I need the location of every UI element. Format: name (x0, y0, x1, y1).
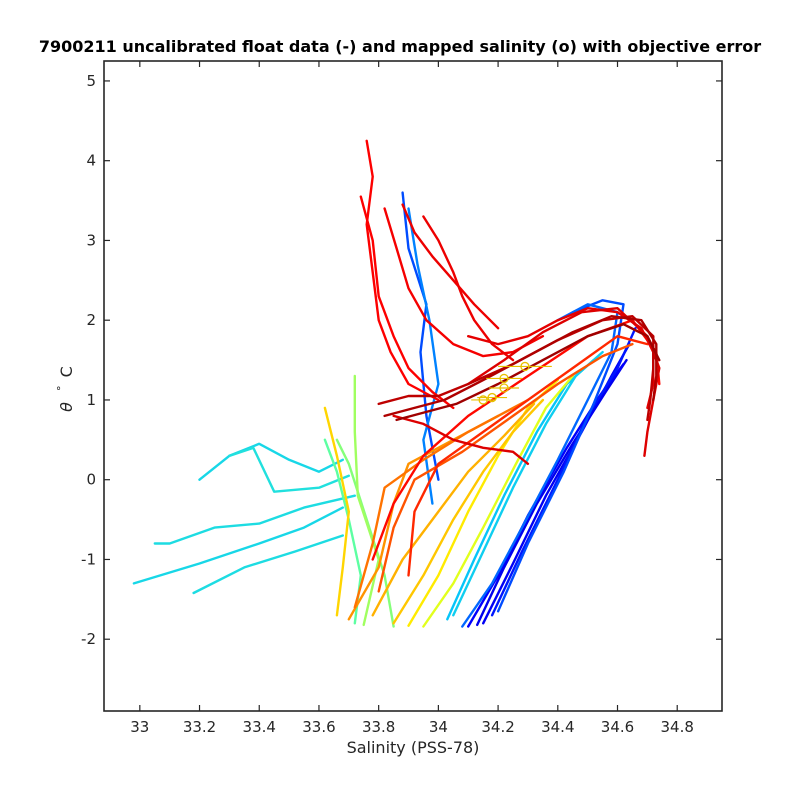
y-tick-label-6: 3 (86, 231, 96, 249)
x-tick-label-4: 33.6 (302, 718, 335, 736)
profile-line-39 (395, 323, 661, 422)
mapped-point-4 (471, 395, 496, 405)
profile-line-1 (476, 358, 628, 627)
svg-text:θ ° C: θ ° C (50, 366, 76, 412)
x-tick-label-10: 34.8 (661, 718, 694, 736)
profile-line-7 (401, 191, 440, 481)
profile-line-26 (377, 342, 634, 593)
x-axis-ticks: 33 33.2 33.4 33.6 33.8 34 34.2 34.4 34.6 34.8 (130, 61, 694, 736)
profile-line-5 (496, 299, 625, 613)
mapped-marker-2 (520, 361, 530, 372)
profile-line-21 (323, 406, 350, 617)
profile-line-28 (371, 319, 661, 561)
profile-line-27 (407, 335, 649, 577)
x-axis-label: Salinity (PSS-78) (347, 738, 480, 757)
profile-line-36 (392, 414, 530, 465)
profile-line-15 (228, 446, 350, 493)
mapped-salinity-layer (471, 361, 552, 405)
mapped-marker-5 (487, 392, 497, 403)
profile-line-14 (153, 494, 356, 545)
profile-line-31 (383, 207, 545, 358)
x-tick-label-9: 34.6 (601, 718, 634, 736)
y-axis-label-unit: C (57, 366, 76, 377)
y-tick-label-3: 0 (86, 471, 96, 489)
profile-line-4 (490, 327, 637, 617)
profile-line-18 (353, 374, 380, 627)
profile-line-30 (359, 195, 455, 410)
mapped-point-3 (489, 383, 519, 393)
plot-frame (103, 60, 723, 712)
profile-line-11 (198, 442, 344, 481)
y-tick-label-1: -2 (81, 630, 96, 648)
series-layer (132, 139, 661, 628)
y-tick-label-2: -1 (81, 550, 96, 568)
x-tick-label-7: 34.2 (481, 718, 514, 736)
mapped-marker-1 (499, 373, 509, 384)
profile-line-8 (407, 207, 440, 505)
mapped-marker-4 (478, 395, 488, 405)
profile-line-37 (377, 315, 655, 422)
y-axis-label: θ ° C (50, 366, 76, 412)
profile-line-10 (452, 350, 604, 617)
profile-line-25 (353, 398, 530, 609)
profile-line-19 (422, 374, 574, 628)
x-tick-label-1: 33 (130, 718, 149, 736)
profile-line-12 (132, 506, 344, 585)
profile-line-35 (467, 307, 661, 457)
mapped-marker-3 (499, 383, 509, 393)
profile-line-22 (392, 398, 545, 625)
x-tick-label-5: 33.8 (362, 718, 395, 736)
y-tick-label-4: 1 (86, 391, 96, 409)
x-tick-label-3: 33.4 (243, 718, 276, 736)
mapped-point-5 (477, 392, 508, 403)
x-tick-label-8: 34.4 (541, 718, 574, 736)
profile-line-32 (422, 215, 515, 362)
y-tick-label-8: 5 (86, 72, 96, 90)
mapped-point-1 (486, 373, 522, 384)
profile-line-6 (461, 303, 619, 628)
x-tick-label-2: 33.2 (183, 718, 216, 736)
profile-line-33 (401, 203, 500, 330)
y-axis-ticks: -2 -1 0 1 2 3 4 5 (81, 72, 722, 648)
profile-line-23 (371, 402, 536, 617)
x-tick-label-6: 34 (429, 718, 448, 736)
profile-line-9 (446, 358, 595, 621)
y-axis-label-symbol: θ (57, 402, 76, 412)
y-tick-label-7: 4 (86, 152, 96, 170)
y-axis-label-degree: ° (55, 385, 68, 391)
y-tick-label-5: 2 (86, 311, 96, 329)
profile-line-29 (365, 139, 440, 402)
chart-title: 7900211 uncalibrated float data (-) and … (39, 37, 761, 56)
profile-line-13 (192, 534, 344, 595)
mapped-point-2 (498, 361, 552, 372)
